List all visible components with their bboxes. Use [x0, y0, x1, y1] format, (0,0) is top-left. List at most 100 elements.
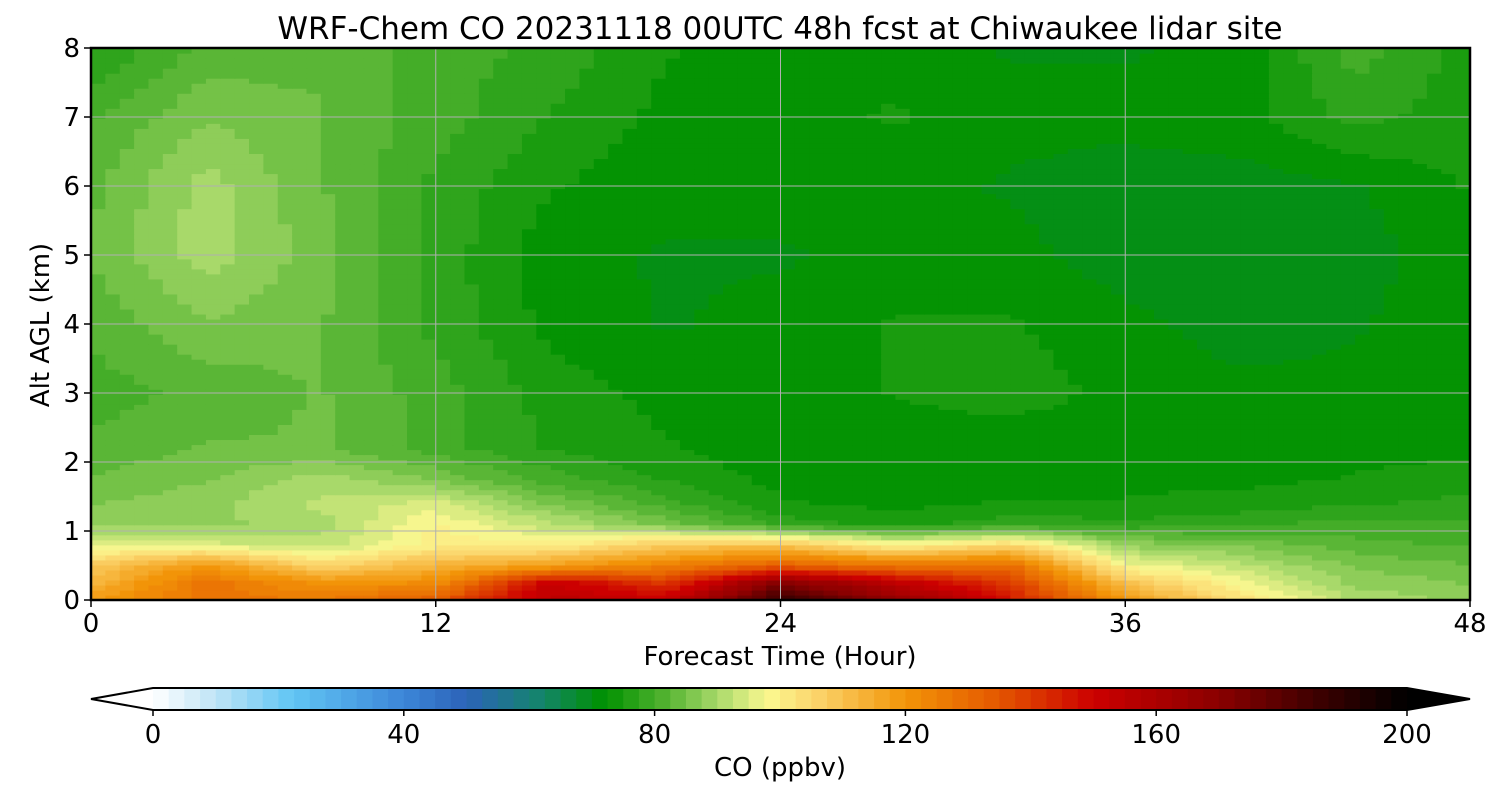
contour-cell — [665, 504, 681, 511]
contour-cell — [751, 404, 767, 410]
contour-cell — [723, 554, 738, 561]
contour-cell — [493, 554, 509, 561]
contour-cell — [306, 579, 322, 586]
contour-cell — [363, 394, 379, 400]
contour-cell — [450, 509, 466, 516]
contour-cell — [407, 514, 422, 521]
contour-cell — [1110, 449, 1126, 456]
contour-cell — [421, 389, 437, 395]
contour-cell — [162, 414, 178, 420]
contour-cell — [665, 434, 681, 441]
contour-cell — [1254, 539, 1270, 546]
contour-cell — [967, 389, 983, 395]
contour-cell — [909, 579, 925, 586]
contour-cell — [1182, 549, 1198, 556]
contour-cell — [1067, 379, 1083, 385]
contour-cell — [1024, 549, 1040, 556]
contour-cell — [335, 364, 351, 370]
contour-cell — [91, 419, 106, 425]
contour-cell — [780, 524, 796, 531]
contour-cell — [766, 579, 782, 586]
contour-cell — [1369, 569, 1385, 576]
contour-cell — [134, 354, 150, 360]
contour-cell — [608, 499, 624, 506]
contour-cell — [335, 379, 351, 385]
contour-cell — [1110, 489, 1126, 496]
contour-cell — [263, 564, 279, 571]
contour-cell — [924, 479, 940, 486]
contour-cell — [608, 519, 624, 526]
contour-cell — [234, 594, 250, 600]
contour-cell — [1197, 384, 1213, 390]
contour-cell — [435, 509, 451, 516]
contour-cell — [392, 399, 408, 405]
contour-cell — [1024, 514, 1040, 521]
contour-cell — [91, 579, 106, 586]
contour-cell — [263, 394, 279, 400]
contour-cell — [162, 479, 178, 486]
contour-cell — [1010, 414, 1026, 420]
contour-cell — [1326, 359, 1342, 365]
contour-cell — [809, 379, 825, 385]
contour-cell — [967, 404, 983, 410]
contour-cell — [249, 414, 264, 420]
contour-cell — [981, 409, 997, 415]
contour-cell — [1340, 424, 1356, 430]
contour-cell — [651, 494, 667, 501]
contour-cell — [91, 479, 106, 486]
contour-cell — [1024, 394, 1040, 400]
contour-cell — [464, 404, 480, 410]
contour-cell — [981, 499, 997, 506]
contour-cell — [1197, 414, 1213, 420]
contour-cell — [1268, 589, 1284, 596]
contour-cell — [1297, 354, 1313, 360]
contour-cell — [608, 404, 624, 410]
contour-cell — [335, 439, 351, 446]
contour-cell — [694, 419, 710, 425]
contour-cell — [1297, 474, 1313, 481]
contour-cell — [1268, 384, 1284, 390]
contour-cell — [924, 504, 940, 511]
contour-cell — [1125, 474, 1141, 481]
contour-cell — [1139, 379, 1155, 385]
contour-cell — [766, 514, 782, 521]
contour-cell — [794, 444, 810, 451]
contour-cell — [1168, 499, 1184, 506]
contour-cell — [119, 424, 135, 430]
contour-cell — [1096, 389, 1112, 395]
contour-cell — [636, 374, 652, 380]
contour-cell — [464, 594, 480, 600]
contour-cell — [1110, 569, 1126, 576]
contour-cell — [1311, 509, 1327, 516]
contour-cell — [320, 354, 336, 360]
contour-cell — [1067, 399, 1083, 405]
contour-cell — [191, 344, 207, 350]
contour-cell — [1297, 339, 1313, 345]
contour-cell — [277, 499, 293, 506]
contour-cell — [263, 579, 279, 586]
contour-cell — [435, 479, 451, 486]
contour-cell — [392, 439, 408, 446]
contour-cell — [952, 344, 968, 350]
contour-cell — [751, 504, 767, 511]
contour-cell — [1340, 409, 1356, 415]
contour-cell — [565, 439, 580, 446]
contour-cell — [105, 594, 121, 600]
contour-cell — [435, 384, 451, 390]
contour-cell — [1197, 339, 1213, 345]
contour-cell — [1211, 409, 1227, 415]
contour-cell — [1225, 389, 1241, 395]
contour-cell — [464, 569, 480, 576]
contour-cell — [177, 584, 193, 591]
contour-cell — [1455, 439, 1470, 446]
contour-cell — [1268, 479, 1284, 486]
contour-cell — [1067, 444, 1083, 451]
contour-cell — [277, 419, 293, 425]
contour-cell — [794, 404, 810, 410]
contour-cell — [1283, 439, 1299, 446]
contour-cell — [995, 514, 1011, 521]
contour-cell — [91, 389, 106, 395]
contour-cell — [1168, 429, 1184, 435]
contour-cell — [1340, 339, 1356, 345]
contour-cell — [177, 489, 193, 496]
